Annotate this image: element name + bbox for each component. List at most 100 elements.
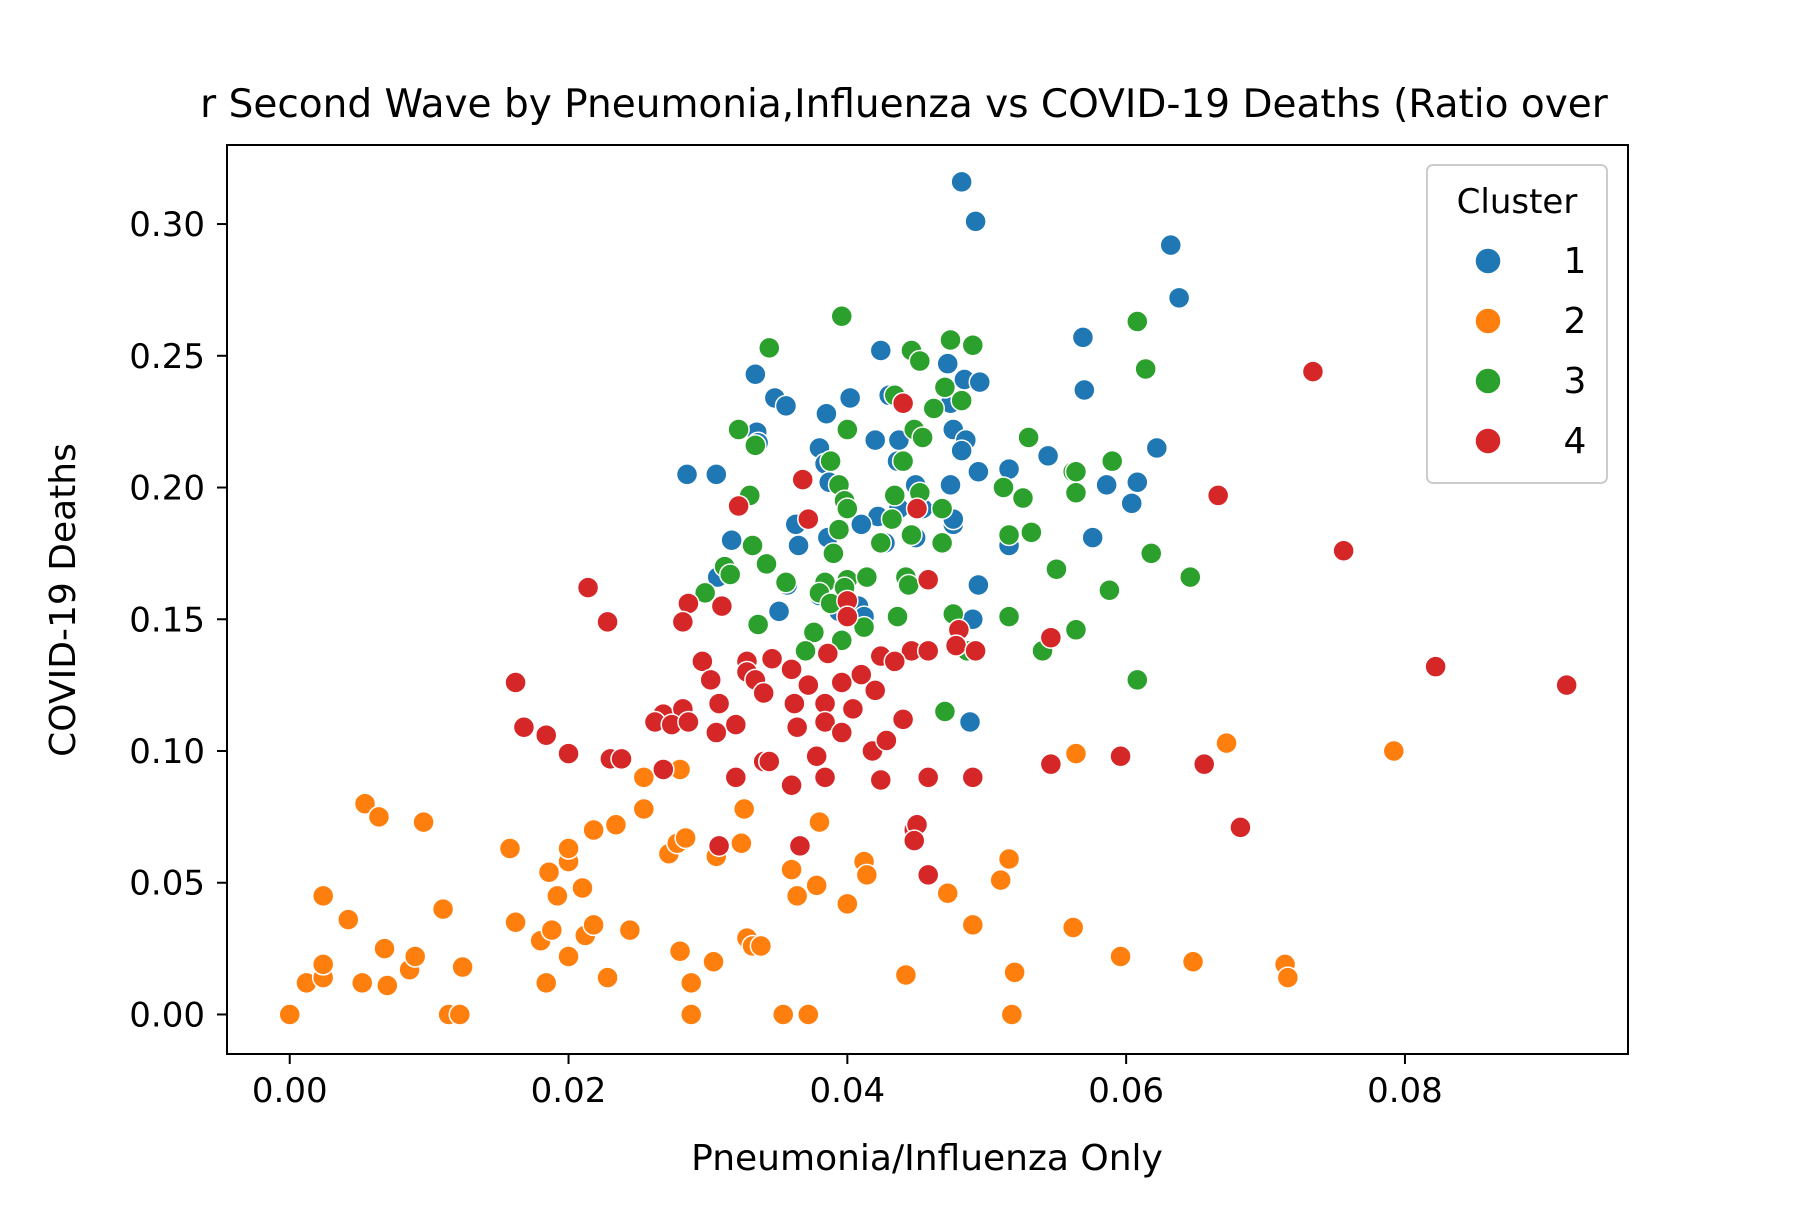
data-point-cluster-4 [691, 650, 714, 673]
data-point-cluster-4 [724, 713, 748, 736]
data-point-cluster-2 [805, 874, 828, 897]
data-point-cluster-4 [707, 692, 731, 715]
data-point-cluster-2 [1382, 739, 1406, 763]
data-point-cluster-2 [632, 766, 656, 789]
data-point-cluster-4 [916, 766, 940, 789]
data-point-cluster-4 [961, 766, 985, 789]
legend-item-1: 1 [1474, 241, 1586, 282]
data-point-cluster-2 [679, 971, 703, 995]
data-point-cluster-3 [930, 497, 954, 520]
data-point-cluster-2 [771, 1003, 795, 1026]
data-point-cluster-2 [808, 810, 831, 834]
data-point-cluster-2 [894, 963, 918, 987]
data-point-cluster-4 [1555, 673, 1578, 697]
data-point-cluster-2 [367, 805, 391, 829]
x-axis-ticks: 0.00 0.02 0.04 0.06 0.08 [252, 1054, 1443, 1111]
data-point-cluster-2 [498, 837, 522, 860]
data-point-cluster-1 [774, 394, 798, 418]
data-point-cluster-3 [836, 418, 859, 441]
data-point-cluster-4 [830, 721, 854, 744]
data-point-cluster-4 [850, 663, 873, 686]
data-point-cluster-4 [883, 650, 906, 673]
data-point-cluster-4 [830, 671, 854, 694]
data-point-cluster-4 [504, 671, 527, 694]
data-point-cluster-1 [968, 370, 992, 394]
data-point-cluster-1 [869, 339, 893, 362]
data-point-cluster-4 [780, 658, 803, 681]
data-point-cluster-1 [964, 210, 987, 233]
data-point-cluster-2 [557, 837, 580, 860]
data-point-cluster-2 [582, 818, 605, 842]
data-point-cluster-3 [830, 305, 854, 328]
data-point-cluster-2 [451, 955, 474, 979]
data-point-cluster-3 [827, 518, 851, 541]
y-tick-label: 0.05 [129, 864, 205, 904]
y-axis-ticks: 0.00 0.05 0.10 0.15 0.20 0.25 0.30 [129, 205, 227, 1035]
data-point-cluster-4 [916, 568, 940, 591]
data-point-cluster-4 [707, 834, 731, 858]
legend-label: 2 [1564, 301, 1587, 342]
data-point-cluster-1 [950, 439, 973, 462]
data-point-cluster-1 [967, 573, 990, 597]
data-point-cluster-1 [705, 463, 728, 486]
data-point-cluster-3 [727, 418, 750, 441]
data-point-cluster-2 [997, 847, 1021, 871]
data-point-cluster-3 [822, 542, 845, 565]
data-point-cluster-2 [961, 913, 985, 937]
data-point-cluster-4 [813, 710, 837, 734]
data-point-cluster-1 [958, 710, 982, 734]
data-point-cluster-2 [537, 860, 561, 884]
data-point-cluster-3 [939, 328, 962, 352]
legend-label: 3 [1564, 361, 1587, 402]
data-point-cluster-4 [1301, 360, 1325, 383]
data-point-cluster-4 [758, 750, 781, 773]
data-point-cluster-3 [922, 397, 946, 420]
data-point-cluster-4 [671, 610, 695, 634]
x-axis-label: Pneumonia/Influenza Only [691, 1138, 1163, 1179]
data-point-cluster-3 [992, 476, 1015, 499]
data-point-cluster-2 [618, 918, 642, 942]
data-point-cluster-4 [699, 668, 722, 692]
data-point-cluster-3 [891, 449, 915, 473]
y-tick-label: 0.25 [129, 337, 205, 377]
y-tick-label: 0.10 [129, 732, 205, 772]
data-point-cluster-4 [916, 639, 940, 663]
data-point-cluster-4 [1229, 816, 1252, 839]
data-point-cluster-3 [1126, 310, 1149, 333]
data-point-cluster-4 [903, 829, 926, 852]
legend-title: Cluster [1457, 182, 1578, 222]
data-point-cluster-4 [534, 723, 558, 747]
data-point-cluster-3 [897, 573, 920, 597]
data-point-cluster-3 [802, 621, 826, 644]
data-point-cluster-3 [908, 349, 932, 373]
data-point-cluster-1 [1126, 471, 1149, 494]
data-point-cluster-1 [1159, 233, 1183, 257]
data-point-cluster-3 [1017, 426, 1040, 449]
data-point-cluster-4 [875, 729, 898, 752]
data-point-cluster-1 [863, 428, 887, 452]
data-point-cluster-2 [278, 1003, 301, 1026]
data-point-cluster-2 [412, 810, 435, 834]
data-point-cluster-3 [758, 336, 781, 360]
legend-marker [1474, 307, 1502, 335]
data-point-cluster-4 [863, 679, 887, 702]
y-axis-label: COVID-19 Deaths [43, 443, 84, 757]
data-point-cluster-1 [967, 460, 990, 483]
data-point-cluster-2 [540, 918, 564, 942]
data-point-cluster-3 [774, 571, 798, 594]
data-point-cluster-2 [836, 892, 859, 916]
data-point-cluster-3 [1011, 486, 1035, 510]
data-point-cluster-4 [813, 766, 837, 789]
data-point-cluster-3 [886, 605, 909, 628]
data-point-cluster-2 [679, 1003, 703, 1026]
data-point-cluster-2 [504, 911, 527, 934]
data-point-cluster-1 [1095, 473, 1118, 497]
data-point-cluster-4 [652, 758, 675, 781]
data-point-cluster-2 [732, 797, 756, 821]
data-point-cluster-2 [1181, 950, 1205, 974]
data-point-cluster-1 [787, 534, 810, 557]
data-point-cluster-2 [604, 813, 628, 837]
data-point-cluster-2 [936, 882, 959, 905]
data-point-cluster-2 [337, 908, 360, 931]
data-point-cluster-4 [797, 673, 820, 697]
